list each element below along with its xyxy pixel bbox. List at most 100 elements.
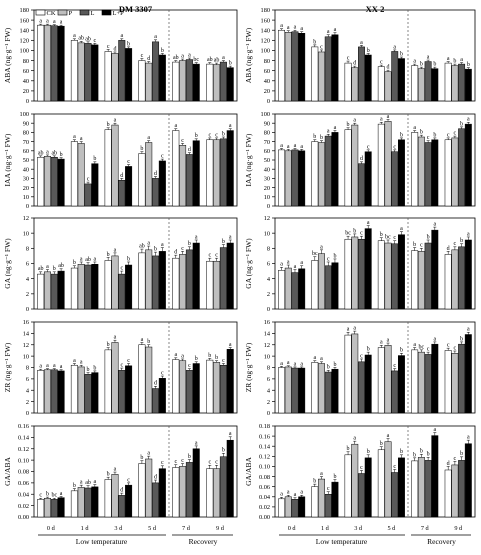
y-tick-label: 0.02 (259, 504, 270, 511)
bar-ck-7d (172, 130, 180, 207)
bar-l-0d (291, 367, 299, 414)
y-tick-label: 0.14 (18, 435, 30, 442)
bar-l-5d (391, 472, 399, 518)
significance-letter: ab (85, 257, 91, 263)
bar-l-9d (458, 63, 466, 102)
significance-letter: a (327, 29, 330, 35)
y-tick-label: 6 (26, 376, 29, 383)
bar-ck-1d (311, 260, 319, 310)
y-tick-label: 16 (264, 319, 270, 326)
significance-letter: b (127, 41, 130, 47)
significance-letter: b (453, 58, 456, 64)
y-tick-label: 0.00 (18, 514, 29, 521)
bar-l-9d (458, 128, 466, 207)
significance-letter: b (380, 441, 383, 447)
significance-letter: b (433, 132, 436, 138)
significance-letter: c (161, 153, 164, 159)
significance-letter: b (467, 62, 470, 68)
significance-letter: a (294, 492, 297, 498)
bar-l-5d (391, 370, 399, 414)
significance-letter: ab (214, 57, 220, 63)
significance-letter: b (313, 134, 316, 140)
bar-ck-1d (70, 490, 78, 518)
significance-letter: b (413, 452, 416, 458)
legend-swatch-p (57, 9, 68, 16)
bar-p-5d (145, 142, 153, 207)
bar-p-9d (213, 260, 221, 310)
bar-ck-5d (138, 60, 146, 102)
significance-letter: a (467, 435, 470, 441)
bar-ck-7d (411, 65, 419, 102)
y-axis-label: GA (ng·g⁻¹ FW) (3, 238, 12, 289)
significance-letter: c (327, 486, 330, 492)
bar-ck-3d (104, 129, 112, 207)
bar-ck-5d (138, 463, 146, 518)
bar-p-3d (111, 342, 119, 414)
bar-lpp-3d (125, 166, 133, 207)
significance-letter: a (120, 33, 123, 39)
bar-p-7d (179, 60, 187, 102)
bar-p-1d (77, 264, 85, 310)
bar-lpp-1d (331, 132, 339, 207)
significance-letter: a (413, 342, 416, 348)
significance-letter: bc (345, 231, 351, 237)
significance-letter: a (327, 129, 330, 135)
significance-letter: a (114, 118, 117, 124)
bar-p-9d (451, 65, 459, 102)
bar-lpp-1d (91, 486, 99, 518)
bar-ck-1d (311, 486, 319, 518)
significance-letter: c (327, 256, 330, 262)
significance-letter: a (94, 479, 97, 485)
significance-letter: c (94, 38, 97, 44)
significance-letter: d (188, 147, 191, 153)
significance-letter: b (195, 356, 198, 362)
bar-p-5d (384, 441, 392, 518)
bar-l-5d (152, 178, 160, 207)
bar-lpp-0d (57, 370, 65, 414)
significance-letter: b (400, 51, 403, 57)
bar-ck-9d (444, 139, 452, 207)
significance-letter: a (294, 143, 297, 149)
panel-title: DM 3307 (119, 4, 153, 14)
bar-ck-1d (311, 362, 319, 414)
bar-lpp-7d (192, 242, 200, 310)
y-tick-label: 100 (261, 111, 270, 118)
bar-lpp-7d (431, 343, 439, 414)
bar-lpp-9d (226, 242, 234, 310)
significance-letter: a (467, 327, 470, 333)
bar-lpp-5d (397, 355, 405, 414)
bar-lpp-9d (464, 443, 472, 518)
significance-letter: c (360, 465, 363, 471)
significance-letter: a (174, 123, 177, 129)
y-tick-label: 20 (264, 185, 270, 192)
bar-ck-1d (311, 141, 319, 207)
bar-ck-9d (444, 350, 452, 414)
recovery-label: Recovery (189, 537, 218, 546)
significance-letter: a (300, 260, 303, 266)
y-tick-label: 100 (20, 111, 29, 118)
bar-l-3d (358, 473, 365, 518)
y-tick-label: 10 (23, 230, 29, 237)
significance-letter: c (127, 358, 130, 364)
bar-l-0d (291, 149, 299, 207)
bar-lpp-1d (331, 481, 339, 518)
bar-lpp-0d (298, 33, 306, 102)
bar-lpp-1d (331, 34, 339, 102)
legend-swatch-ck (35, 9, 46, 16)
y-tick-label: 0 (26, 306, 29, 313)
significance-letter: b (313, 479, 316, 485)
x-day-label: 7 d (182, 525, 191, 532)
bar-ck-3d (104, 51, 112, 102)
bar-lpp-0d (298, 496, 306, 518)
y-tick-label: 140 (261, 27, 270, 34)
bar-l-1d (324, 494, 332, 518)
bar-l-3d (118, 495, 126, 518)
significance-letter: bc (385, 234, 391, 240)
significance-letter: b (107, 122, 110, 128)
bar-ck-0d (37, 24, 45, 102)
bar-l-3d (358, 361, 365, 414)
bar-l-9d (458, 246, 466, 310)
bar-p-9d (213, 139, 221, 207)
significance-letter: b (320, 135, 323, 141)
significance-letter: d (113, 46, 116, 52)
